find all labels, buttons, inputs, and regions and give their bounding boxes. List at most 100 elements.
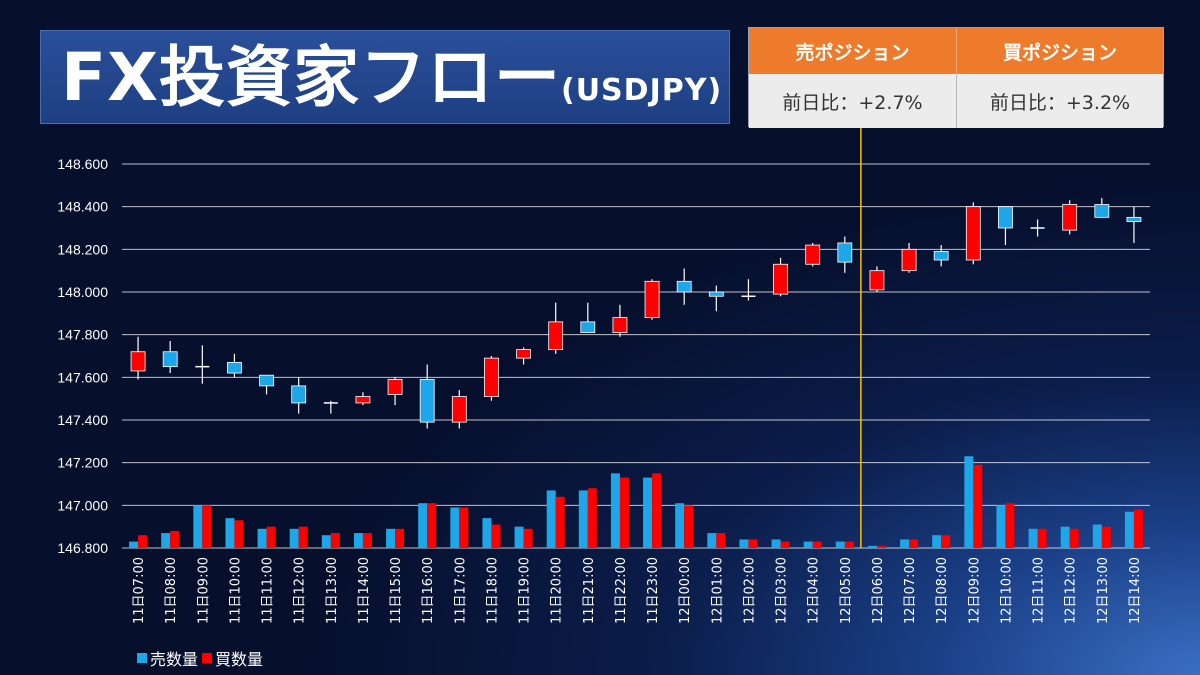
y-tick-label: 148.200 — [57, 241, 108, 257]
x-tick-label: 12日08:00 — [935, 557, 950, 624]
x-tick-label: 11日16:00 — [421, 557, 436, 624]
candle-down — [580, 321, 596, 333]
buy-volume-bar — [523, 528, 533, 548]
x-tick-label: 12日05:00 — [839, 557, 854, 624]
sell-volume-bar — [289, 528, 299, 548]
legend-buy-swatch — [202, 653, 213, 663]
x-tick-label: 12日03:00 — [775, 557, 790, 624]
x-tick-label: 11日15:00 — [389, 557, 404, 624]
buy-volume-bar — [876, 545, 886, 548]
sell-volume-bar — [835, 541, 845, 548]
candle-up — [484, 357, 499, 397]
x-tick-label: 12日10:00 — [999, 557, 1014, 624]
candle-up — [548, 321, 564, 351]
sell-volume-bar — [578, 490, 588, 548]
sell-volume-bar — [643, 477, 653, 548]
y-tick-label: 148.600 — [57, 156, 108, 172]
x-tick-label: 11日11:00 — [261, 557, 276, 624]
x-tick-label: 11日21:00 — [582, 557, 597, 624]
x-tick-label: 11日19:00 — [518, 557, 533, 624]
candle-up — [773, 263, 788, 295]
sell-volume-bar — [739, 539, 749, 548]
y-tick-label: 147.400 — [57, 412, 108, 428]
candle-down — [291, 385, 307, 404]
sell-volume-bar — [546, 490, 556, 548]
x-tick-label: 12日00:00 — [678, 557, 693, 624]
buy-volume-bar — [812, 541, 822, 548]
sell-volume-bar — [996, 505, 1006, 548]
sell-volume-bar — [771, 539, 781, 548]
legend-sell: 売数量 — [137, 646, 198, 670]
candle-up — [869, 270, 885, 291]
candle-up — [355, 396, 371, 404]
buy-volume-bar — [459, 507, 469, 548]
sell-volume-bar — [353, 533, 363, 548]
x-tick-label: 11日13:00 — [325, 557, 340, 624]
sell-volume-bar — [129, 541, 139, 548]
sell-volume-bar — [482, 518, 492, 548]
x-tick-label: 11日08:00 — [164, 557, 179, 624]
sell-volume-bar — [867, 545, 877, 548]
sell-volume-bar — [161, 533, 171, 548]
buy-volume-bar — [1133, 509, 1143, 548]
candle-down — [998, 206, 1013, 229]
sell-volume-bar — [964, 456, 974, 548]
y-tick-label: 146.800 — [57, 540, 108, 556]
buy-volume-bar — [619, 477, 629, 548]
buy-volume-bar — [941, 535, 951, 548]
buy-volume-bar — [716, 533, 726, 548]
currency-pair: (USDJPY) — [560, 73, 723, 108]
buy-volume-bar — [491, 524, 501, 548]
candle-up — [901, 248, 917, 272]
buy-volume-bar — [202, 505, 212, 548]
legend-buy: 買数量 — [202, 646, 263, 670]
buy-volume-bar — [362, 533, 372, 548]
sell-volume-bar — [514, 526, 524, 548]
candle-down — [1094, 204, 1110, 218]
candle-up — [805, 244, 821, 265]
chart-legend: 売数量 買数量 — [137, 646, 267, 670]
candle-down — [227, 361, 242, 374]
buy-volume-bar — [1037, 528, 1047, 548]
sell-volume-bar — [707, 533, 717, 548]
candle-up — [387, 379, 403, 395]
x-tick-label: 11日14:00 — [357, 557, 372, 624]
x-tick-label: 11日12:00 — [293, 557, 308, 624]
legend-sell-swatch — [137, 653, 147, 663]
position-change-table: 売ポジション 買ポジション 前日比：+2.7% 前日比：+3.2% — [748, 27, 1164, 128]
legend-buy-label: 買数量 — [215, 650, 264, 669]
buy-volume-bar — [266, 526, 276, 548]
title-text: FX投資家フロー — [61, 39, 561, 116]
buy-volume-bar — [587, 488, 597, 548]
x-tick-label: 12日09:00 — [967, 557, 982, 624]
buy-volume-bar — [234, 520, 244, 548]
candle-up — [644, 280, 660, 319]
y-tick-label: 148.000 — [57, 284, 108, 300]
legend-sell-label: 売数量 — [150, 650, 199, 669]
y-tick-label: 147.000 — [57, 497, 108, 513]
buy-volume-bar — [780, 541, 790, 548]
buy-volume-bar — [395, 528, 405, 548]
y-tick-label: 147.800 — [57, 327, 108, 343]
buy-position-change: 前日比：+3.2% — [956, 74, 1163, 128]
title-banner: FX投資家フロー(USDJPY) — [40, 30, 730, 124]
buy-volume-bar — [1101, 526, 1111, 548]
sell-volume-bar — [610, 473, 620, 548]
x-tick-label: 12日14:00 — [1128, 557, 1143, 624]
page-title: FX投資家フロー(USDJPY) — [61, 41, 722, 128]
candle-down — [933, 251, 949, 261]
y-tick-label: 148.400 — [57, 199, 108, 215]
candle-up — [516, 349, 531, 359]
sell-volume-bar — [450, 507, 460, 548]
sell-position-change: 前日比：+2.7% — [749, 74, 956, 128]
sell-volume-bar — [257, 528, 267, 548]
candle-up — [965, 206, 981, 261]
x-tick-label: 11日10:00 — [228, 557, 243, 624]
x-tick-label: 11日09:00 — [196, 557, 211, 624]
buy-volume-bar — [427, 503, 437, 548]
x-tick-label: 11日20:00 — [550, 557, 565, 624]
x-tick-label: 12日07:00 — [903, 557, 918, 624]
x-tick-label: 11日22:00 — [614, 557, 629, 624]
candle-up — [1062, 204, 1078, 231]
buy-volume-bar — [909, 539, 919, 548]
